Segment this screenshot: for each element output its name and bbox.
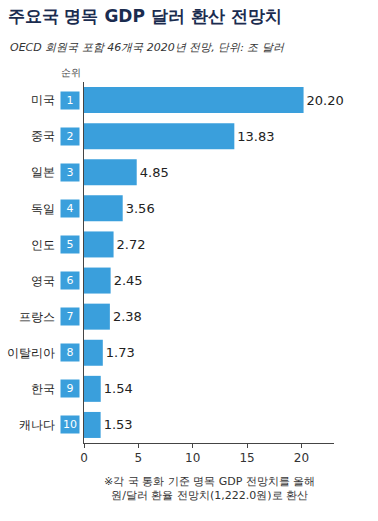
svg-text:4: 4 xyxy=(67,202,74,215)
svg-text:15: 15 xyxy=(239,451,254,465)
svg-text:2.45: 2.45 xyxy=(114,273,143,288)
svg-text:3: 3 xyxy=(67,166,74,179)
svg-text:1.54: 1.54 xyxy=(104,381,133,396)
svg-text:인도: 인도 xyxy=(31,238,55,252)
svg-text:13.83: 13.83 xyxy=(237,129,274,144)
svg-text:7: 7 xyxy=(67,310,74,323)
svg-text:10: 10 xyxy=(63,418,77,431)
svg-text:1.53: 1.53 xyxy=(104,417,133,432)
svg-text:6: 6 xyxy=(67,274,74,287)
svg-text:5: 5 xyxy=(135,451,143,465)
svg-text:3.56: 3.56 xyxy=(126,201,155,216)
svg-text:4.85: 4.85 xyxy=(140,165,169,180)
svg-text:이탈리아: 이탈리아 xyxy=(7,346,55,360)
svg-text:프랑스: 프랑스 xyxy=(19,310,55,324)
svg-text:8: 8 xyxy=(67,346,74,359)
svg-text:10: 10 xyxy=(185,451,200,465)
svg-text:2.72: 2.72 xyxy=(117,237,146,252)
svg-text:※각 국 통화 기준 명목 GDP 전망치를 올해원/달러: ※각 국 통화 기준 명목 GDP 전망치를 올해원/달러 환율 전망치(1,2… xyxy=(104,475,315,502)
svg-text:0: 0 xyxy=(80,451,88,465)
svg-text:2.38: 2.38 xyxy=(113,309,142,324)
svg-text:20: 20 xyxy=(294,451,309,465)
svg-text:영국: 영국 xyxy=(31,274,55,288)
svg-text:미국: 미국 xyxy=(31,93,55,107)
svg-text:일본: 일본 xyxy=(31,165,55,179)
svg-text:2: 2 xyxy=(67,130,74,143)
svg-text:중국: 중국 xyxy=(31,129,55,143)
svg-text:한국: 한국 xyxy=(31,382,55,396)
svg-text:독일: 독일 xyxy=(31,202,55,216)
svg-text:OECD 회원국 포함 46개국 2020년 전망, 단위:: OECD 회원국 포함 46개국 2020년 전망, 단위: 조 달러 xyxy=(10,41,285,54)
svg-text:순위: 순위 xyxy=(61,67,81,78)
svg-text:주요국 명목 GDP 달러 환산 전망치: 주요국 명목 GDP 달러 환산 전망치 xyxy=(8,6,282,26)
svg-text:5: 5 xyxy=(67,238,74,251)
svg-text:1: 1 xyxy=(67,94,74,107)
svg-text:20.20: 20.20 xyxy=(307,93,344,108)
svg-text:9: 9 xyxy=(67,382,74,395)
svg-text:캐나다: 캐나다 xyxy=(19,418,55,432)
svg-text:1.73: 1.73 xyxy=(106,345,135,360)
